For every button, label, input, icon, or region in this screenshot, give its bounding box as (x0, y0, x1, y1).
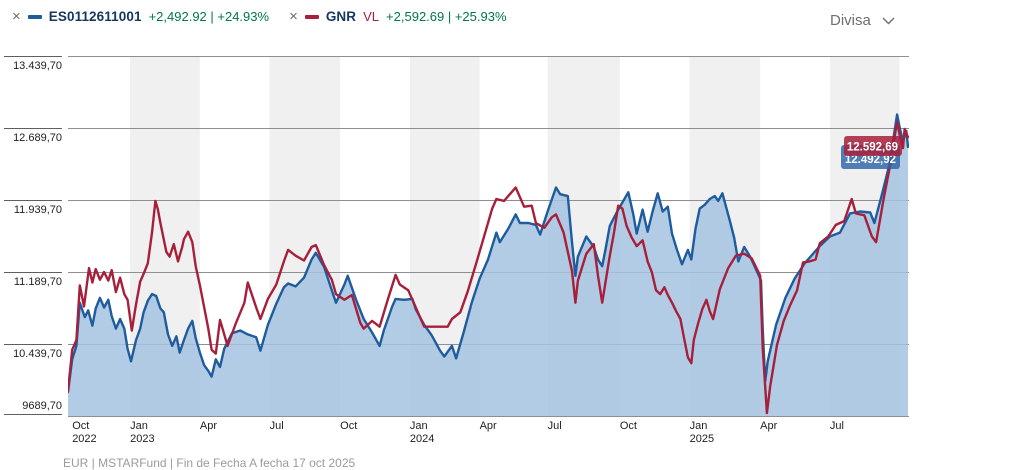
series-vl-tag: VL (363, 9, 380, 24)
x-axis-tick-year: 2023 (130, 433, 155, 445)
x-axis-tick-label: Oct (340, 420, 358, 432)
y-axis-tick-label: 12.689,70 (4, 128, 62, 144)
x-axis-tick-year: 2022 (72, 433, 97, 445)
end-value-es: 12.492,92 (845, 154, 896, 166)
x-axis-tick-label: Jan 2025 (689, 420, 715, 445)
chart-legend: × ES0112611001 +2,492.92 | +24.93% × GNR… (12, 9, 527, 24)
series-name: GNR (325, 9, 357, 24)
remove-series-icon[interactable]: × (289, 8, 298, 25)
end-value-badge-gnr (844, 136, 902, 156)
currency-dropdown[interactable]: Divisa (830, 12, 895, 29)
series-name: ES0112611001 (48, 9, 142, 24)
x-axis-tick-label: Oct 2022 (72, 420, 97, 445)
y-axis-tick-label: 13.439,70 (4, 56, 62, 72)
y-axis-tick-label: 11.189,70 (4, 272, 62, 288)
x-axis-tick-label: Jul (269, 420, 284, 432)
x-axis-tick-label: Apr (760, 420, 778, 432)
end-value-gnr: 12.592,69 (847, 142, 898, 154)
x-axis-tick-label: Jan 2024 (409, 420, 435, 445)
chevron-down-icon (882, 17, 895, 24)
currency-dropdown-label: Divisa (830, 12, 871, 29)
series-performance: +2,492.92 | +24.93% (148, 9, 270, 24)
x-axis-tick-label: Apr (479, 420, 497, 432)
y-axis-tick-label: 9689,70 (4, 400, 62, 415)
series-performance: +2,592.69 | +25.93% (386, 9, 507, 24)
x-axis-tick-label: Oct (619, 420, 637, 432)
x-axis-tick-year: 2025 (689, 433, 715, 445)
y-axis-tick-label: 10.439,70 (4, 344, 62, 360)
series-color-dash (27, 14, 42, 19)
remove-series-icon[interactable]: × (12, 8, 21, 25)
chart-footer-info: EUR | MSTARFund | Fin de Fecha A fecha 1… (63, 456, 356, 470)
y-axis-tick-label: 11.939,70 (4, 200, 62, 216)
x-axis-tick-label: Jul (829, 420, 844, 432)
series-gnr-line (68, 121, 909, 415)
legend-item-gnr: × GNR VL +2,592.69 | +25.93% (289, 9, 506, 24)
series-color-dash (304, 14, 319, 19)
x-axis-tick-label: Jan 2023 (130, 420, 155, 445)
series-es0112611001-area (68, 114, 908, 416)
x-axis-tick-label: Jul (547, 420, 562, 432)
x-axis-tick-year: 2024 (409, 433, 435, 445)
x-axis-tick-label: Apr (199, 420, 217, 432)
legend-item-es0112611001: × ES0112611001 +2,492.92 | +24.93% (12, 9, 269, 24)
